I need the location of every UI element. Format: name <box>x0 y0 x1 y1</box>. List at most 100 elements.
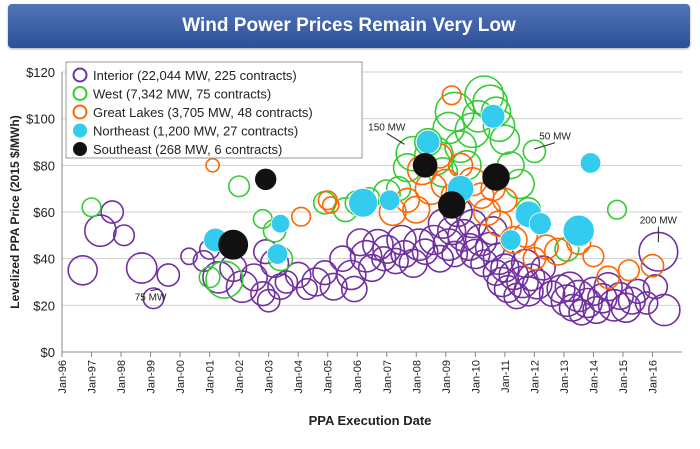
legend-entry: West (7,342 MW, 75 contracts) <box>93 87 271 102</box>
data-point-series-2 <box>596 265 621 290</box>
data-point-series-4 <box>218 229 249 260</box>
data-point-series-3 <box>480 104 506 129</box>
legend-marker <box>72 86 88 101</box>
legend-entry: Interior (22,044 MW, 225 contracts) <box>93 68 297 83</box>
data-point-series-3 <box>528 212 552 236</box>
data-point-series-1 <box>606 199 628 220</box>
data-point-series-2 <box>317 190 338 211</box>
data-point-series-1 <box>522 139 547 164</box>
x-tick-label: Jan-05 <box>323 360 335 394</box>
data-point-series-0 <box>84 214 117 248</box>
data-point-series-0 <box>554 271 586 303</box>
data-point-series-0 <box>329 245 356 273</box>
x-tick-label: Jan-01 <box>205 360 217 394</box>
annotations: 75 MW 150 MW 50 MW 200 MW <box>135 122 678 303</box>
legend-entry: Northeast (1,200 MW, 27 contracts) <box>93 124 298 139</box>
x-tick-label: Jan-12 <box>529 360 541 394</box>
legend: Interior (22,044 MW, 225 contracts) West … <box>65 61 363 159</box>
data-point-series-0 <box>562 279 596 313</box>
data-point-series-2 <box>291 206 312 227</box>
legend-entry: Southeast (268 MW, 6 contracts) <box>93 142 282 157</box>
data-point-series-4 <box>438 191 466 219</box>
x-tick-label: Jan-07 <box>382 360 394 394</box>
y-tick-label: $60 <box>33 205 55 220</box>
data-points <box>67 75 681 327</box>
legend-entry: Great Lakes (3,705 MW, 48 contracts) <box>93 105 313 120</box>
data-point-series-0 <box>482 259 510 287</box>
data-point-series-3 <box>348 187 379 218</box>
y-tick-label: $40 <box>33 252 55 267</box>
data-point-series-0 <box>301 267 331 297</box>
data-point-series-0 <box>624 278 651 304</box>
data-point-series-1 <box>198 266 221 289</box>
data-point-series-3 <box>500 229 522 251</box>
data-point-series-2 <box>640 253 665 278</box>
data-point-series-1 <box>434 91 475 132</box>
x-tick-label: Jan-14 <box>588 360 600 394</box>
x-tick-label: Jan-97 <box>87 360 99 394</box>
data-point-series-2 <box>492 187 518 214</box>
data-point-series-0 <box>459 238 491 270</box>
data-point-series-0 <box>634 291 659 315</box>
data-point-series-3 <box>266 243 289 265</box>
x-tick-label: Jan-04 <box>293 360 305 394</box>
y-tick-label: $0 <box>41 345 55 360</box>
y-tick-label: $20 <box>33 298 55 313</box>
data-point-series-1 <box>504 168 535 200</box>
data-point-series-0 <box>647 293 681 327</box>
data-point-series-0 <box>441 240 469 268</box>
data-point-series-4 <box>255 168 277 191</box>
data-point-series-0 <box>513 275 544 307</box>
axes: $0 $20 $40 $60 $80 $100 $120 Jan-96 Jan-97 Jan-98… <box>26 65 682 394</box>
data-point-series-2 <box>205 157 220 173</box>
data-point-series-0 <box>382 247 410 275</box>
x-tick-label: Jan-02 <box>234 360 246 394</box>
y-tick-label: $120 <box>26 65 55 80</box>
data-point-series-0 <box>349 239 383 273</box>
data-point-series-0 <box>411 238 439 266</box>
data-point-series-0 <box>112 224 136 247</box>
data-point-series-0 <box>180 247 198 266</box>
x-tick-label: Jan-96 <box>57 360 69 394</box>
data-point-series-4 <box>482 163 510 191</box>
data-point-series-2 <box>321 196 340 214</box>
legend-marker <box>72 104 88 120</box>
data-point-series-0 <box>340 275 368 303</box>
x-tick-label: Jan-98 <box>116 360 128 394</box>
annotation-label: 150 MW <box>368 122 406 133</box>
data-point-series-0 <box>142 287 165 310</box>
data-point-series-0 <box>156 263 181 287</box>
data-point-series-2 <box>441 85 462 106</box>
data-point-series-2 <box>617 259 641 282</box>
data-point-series-0 <box>386 224 417 256</box>
data-point-series-3 <box>562 214 595 247</box>
data-point-series-0 <box>371 246 397 272</box>
data-point-series-2 <box>582 245 605 268</box>
x-tick-label: Jan-15 <box>618 360 630 394</box>
data-point-series-0 <box>530 255 556 281</box>
y-axis-label: Levelized PPA Price (2015 $/MWh) <box>8 115 22 308</box>
data-point-series-1 <box>205 260 244 299</box>
x-tick-label: Jan-06 <box>352 360 364 394</box>
data-point-series-0 <box>250 281 276 307</box>
data-point-series-0 <box>319 272 348 301</box>
x-tick-label: Jan-00 <box>175 360 187 394</box>
data-point-series-0 <box>67 254 98 286</box>
data-point-series-0 <box>284 261 312 289</box>
annotation-label: 200 MW <box>640 216 678 227</box>
data-point-series-0 <box>642 274 669 300</box>
data-point-series-1 <box>228 175 251 198</box>
legend-marker <box>73 123 87 138</box>
data-point-series-0 <box>455 232 484 262</box>
annotation-arrow <box>534 142 556 150</box>
data-point-series-1 <box>454 112 491 149</box>
y-tick-label: $100 <box>26 112 55 127</box>
legend-marker <box>73 142 87 156</box>
x-tick-label: Jan-16 <box>647 360 659 394</box>
data-point-series-0 <box>239 263 268 292</box>
legend-marker <box>72 67 88 83</box>
data-point-series-2 <box>402 195 431 224</box>
y-tick-label: $80 <box>33 158 55 173</box>
data-point-series-0 <box>402 228 436 262</box>
